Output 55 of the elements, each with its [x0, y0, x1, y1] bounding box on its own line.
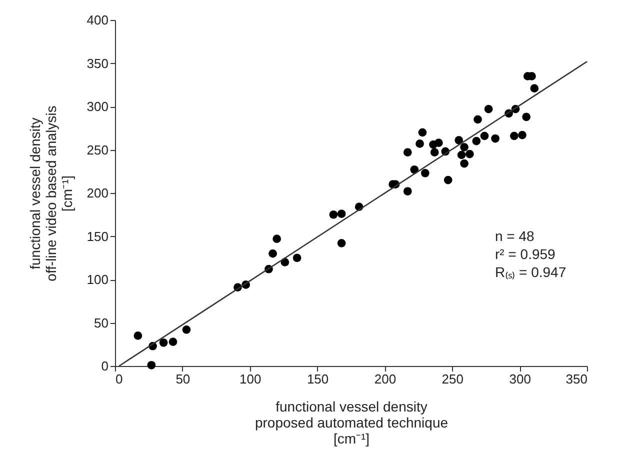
- point: [522, 112, 530, 122]
- y-axis-title: functional vessel density off-line video based analysis [cm⁻¹]: [26, 106, 75, 282]
- y-tick-label: 250: [86, 142, 108, 158]
- annotation: n = 48: [495, 228, 535, 244]
- point: [268, 249, 277, 258]
- point: [460, 142, 468, 152]
- x-axis-title: functional vessel density proposed automated technique [cm⁻¹]: [254, 398, 448, 446]
- annotation: r² = 0.959: [495, 246, 556, 262]
- point: [460, 159, 468, 168]
- point: [403, 148, 412, 157]
- point: [329, 210, 338, 219]
- annotation: R₍ₛ₎ = 0.947: [495, 264, 566, 280]
- x-tick-label: 350: [566, 372, 588, 386]
- point: [444, 176, 452, 184]
- point: [530, 84, 539, 93]
- x-tick-label: 0: [116, 372, 123, 386]
- x-tick-label: 150: [306, 372, 329, 386]
- point: [147, 360, 156, 370]
- point: [484, 104, 493, 114]
- point: [465, 150, 474, 158]
- point: [292, 254, 302, 262]
- x-tick-label: 200: [374, 372, 396, 386]
- point: [418, 128, 427, 137]
- point: [454, 136, 464, 144]
- y-tick-label: 150: [86, 228, 108, 244]
- point: [420, 168, 430, 178]
- y-tick-label: 400: [86, 12, 108, 28]
- y-tick-label: 350: [86, 56, 108, 71]
- x-tick-label: 50: [176, 372, 190, 386]
- point: [457, 150, 466, 160]
- point: [480, 132, 489, 140]
- y-tick-label: 300: [86, 99, 108, 114]
- point: [472, 136, 481, 146]
- point: [474, 115, 482, 124]
- x-tick-label: 250: [442, 372, 464, 386]
- point: [182, 325, 191, 334]
- point: [403, 187, 412, 196]
- point: [159, 338, 168, 347]
- point: [491, 134, 500, 143]
- y-tick-label: 0: [101, 358, 108, 374]
- y-tick-label: 50: [94, 315, 108, 330]
- point: [518, 130, 526, 140]
- point: [337, 238, 346, 248]
- point: [168, 338, 178, 346]
- point: [337, 210, 346, 218]
- x-tick-label: 300: [509, 372, 531, 386]
- point: [434, 138, 443, 148]
- x-tick-label: 100: [240, 372, 262, 386]
- point: [430, 148, 439, 157]
- point: [416, 140, 424, 148]
- y-tick-label: 100: [86, 272, 108, 287]
- point: [272, 234, 282, 244]
- point: [510, 132, 518, 140]
- y-tick-label: 200: [86, 186, 108, 200]
- point: [134, 332, 142, 340]
